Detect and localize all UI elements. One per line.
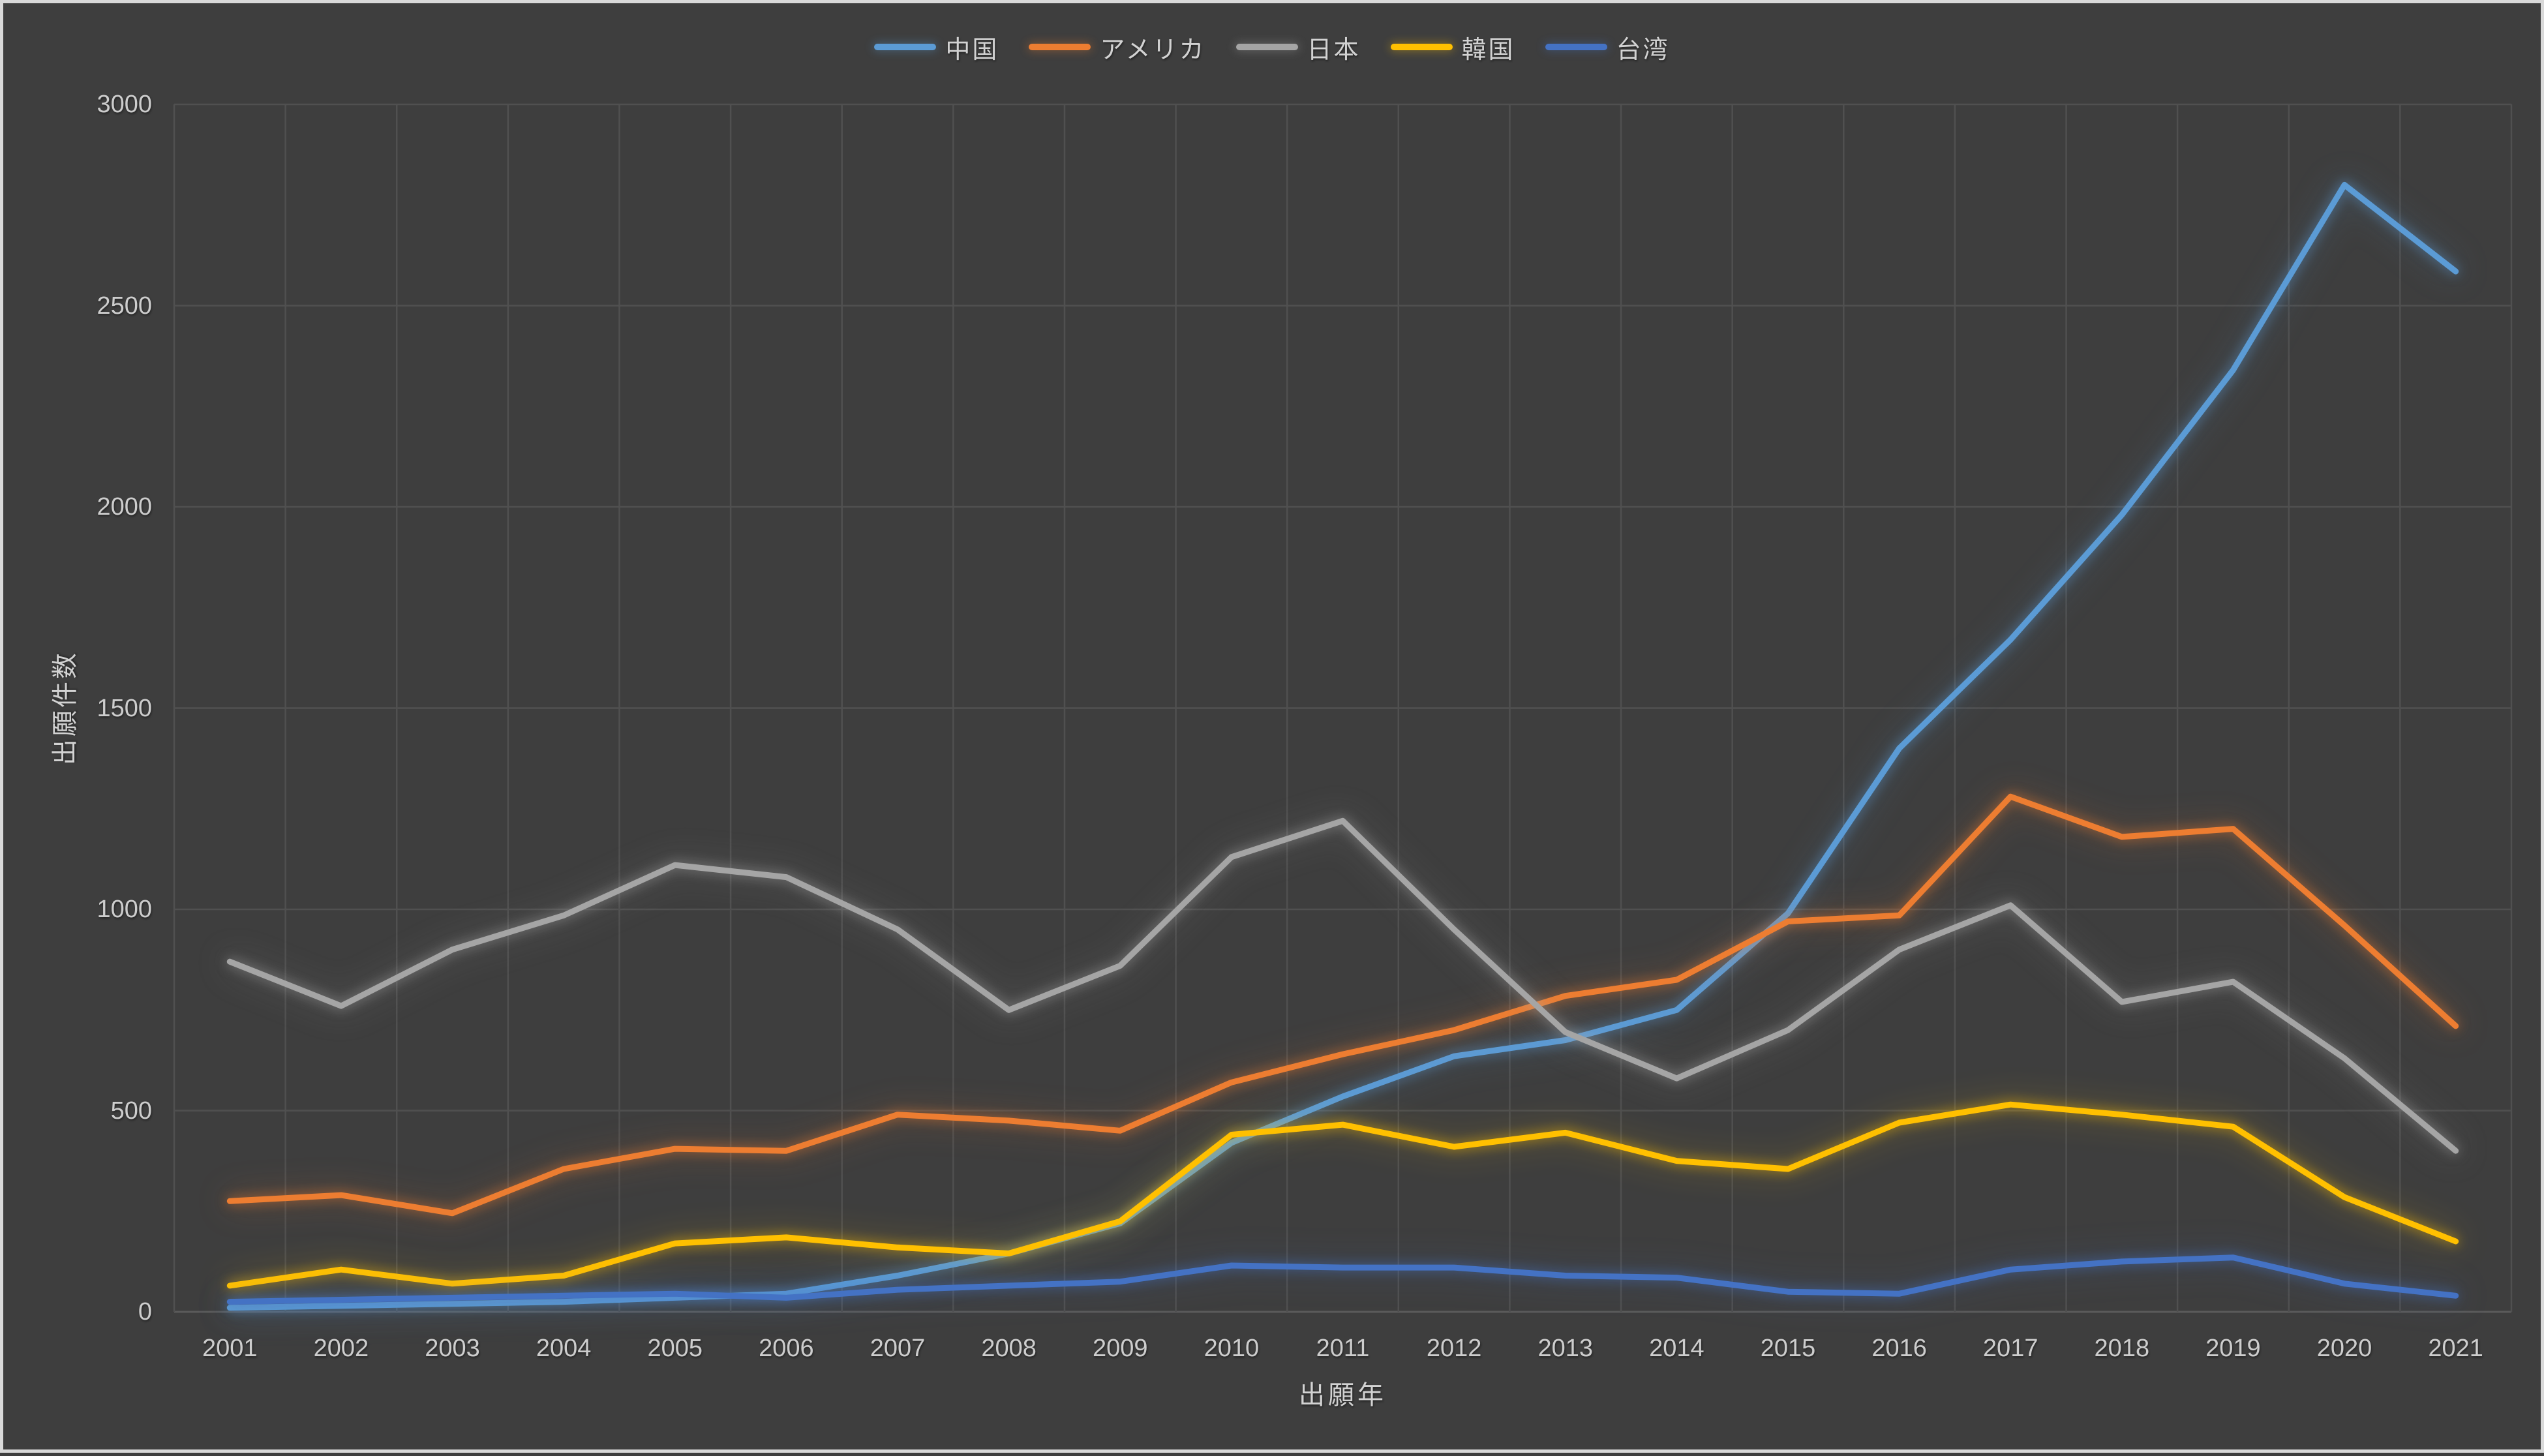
x-tick-label: 2015 bbox=[1729, 1333, 1847, 1364]
x-tick-label: 2005 bbox=[616, 1333, 734, 1364]
x-tick-label: 2016 bbox=[1841, 1333, 1958, 1364]
y-axis-title: 出願件数 bbox=[46, 577, 85, 838]
legend-label-korea: 韓国 bbox=[1462, 29, 1515, 65]
x-tick-label: 2006 bbox=[727, 1333, 845, 1364]
x-tick-label: 2002 bbox=[282, 1333, 400, 1364]
x-tick-label: 2010 bbox=[1173, 1333, 1290, 1364]
china-line bbox=[230, 185, 2455, 1307]
x-tick-label: 2011 bbox=[1284, 1333, 1402, 1364]
y-tick-label: 3000 bbox=[3, 87, 152, 121]
taiwan-line bbox=[230, 1258, 2455, 1302]
y-tick-label: 2000 bbox=[3, 490, 152, 524]
china-legend-line-swatch bbox=[874, 44, 936, 50]
taiwan-legend-line-swatch bbox=[1545, 44, 1607, 50]
x-tick-label: 2017 bbox=[1952, 1333, 2069, 1364]
legend-item-korea[interactable]: 韓国 bbox=[1391, 29, 1515, 65]
x-axis-title: 出願年 bbox=[174, 1378, 2511, 1412]
usa-line bbox=[230, 796, 2455, 1213]
y-tick-label: 1000 bbox=[3, 892, 152, 926]
legend-label-taiwan: 台湾 bbox=[1616, 29, 1670, 65]
y-tick-label: 2500 bbox=[3, 289, 152, 323]
line-chart bbox=[3, 3, 2544, 1456]
usa-legend-line-swatch bbox=[1029, 44, 1091, 50]
legend-item-japan[interactable]: 日本 bbox=[1236, 29, 1361, 65]
x-tick-label: 2013 bbox=[1507, 1333, 1624, 1364]
legend-item-taiwan[interactable]: 台湾 bbox=[1545, 29, 1670, 65]
chart-legend: 中国 アメリカ 日本 韓国 台湾 bbox=[3, 27, 2541, 67]
y-tick-label: 500 bbox=[3, 1094, 152, 1128]
x-tick-label: 2018 bbox=[2063, 1333, 2181, 1364]
x-tick-label: 2020 bbox=[2286, 1333, 2403, 1364]
legend-label-usa: アメリカ bbox=[1100, 29, 1205, 65]
x-tick-label: 2021 bbox=[2397, 1333, 2515, 1364]
x-tick-label: 2019 bbox=[2174, 1333, 2292, 1364]
legend-item-china[interactable]: 中国 bbox=[874, 29, 999, 65]
x-tick-label: 2014 bbox=[1618, 1333, 1735, 1364]
korea-line bbox=[230, 1104, 2455, 1286]
x-tick-label: 2012 bbox=[1395, 1333, 1513, 1364]
legend-label-japan: 日本 bbox=[1307, 29, 1361, 65]
japan-legend-line-swatch bbox=[1236, 44, 1298, 50]
x-tick-label: 2008 bbox=[950, 1333, 1068, 1364]
legend-label-china: 中国 bbox=[945, 29, 999, 65]
korea-legend-line-swatch bbox=[1391, 44, 1453, 50]
legend-item-usa[interactable]: アメリカ bbox=[1029, 29, 1205, 65]
x-tick-label: 2001 bbox=[171, 1333, 288, 1364]
x-tick-label: 2003 bbox=[394, 1333, 511, 1364]
x-tick-label: 2009 bbox=[1061, 1333, 1179, 1364]
japan-line bbox=[230, 821, 2455, 1151]
y-tick-label: 0 bbox=[3, 1295, 152, 1329]
x-tick-label: 2007 bbox=[839, 1333, 956, 1364]
x-tick-label: 2004 bbox=[505, 1333, 622, 1364]
